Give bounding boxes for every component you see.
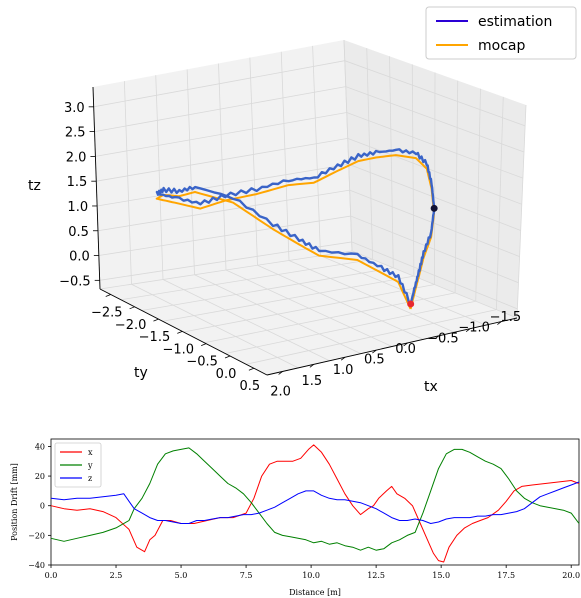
x-tick-mark — [497, 321, 502, 325]
y-tick-label: −20 — [28, 531, 45, 540]
z-tick-label: 1.0 — [67, 200, 88, 215]
x-tick-label: 0.5 — [364, 353, 385, 368]
x-tick-label: −0.5 — [427, 331, 459, 346]
x-axis-line — [266, 317, 518, 376]
drift-series — [50, 444, 580, 563]
y-tick-label: −40 — [28, 561, 45, 570]
y-tick-label: 40 — [35, 442, 45, 451]
y-axis-ticks: −40 −20 0 20 40 — [28, 442, 51, 570]
y-tick-mark — [129, 306, 135, 310]
y-axis-line — [99, 288, 268, 376]
z-tick-label: 2.0 — [66, 150, 87, 165]
legend-label-mocap: mocap — [478, 38, 525, 54]
y-tick-label: −2.5 — [91, 306, 123, 321]
z-axis-label: tz — [28, 178, 41, 194]
x-tick-label: −1.0 — [458, 321, 490, 336]
y-tick-label: 0 — [40, 502, 45, 511]
x-tick-mark — [465, 328, 471, 333]
series-line-z — [50, 481, 580, 524]
x-tick-label: 7.5 — [240, 571, 253, 580]
x-tick-label: 1.0 — [333, 363, 354, 378]
x-tick-mark — [278, 371, 283, 375]
plot-area — [50, 438, 580, 566]
x-tick-label: 15.0 — [432, 571, 450, 580]
y-tick-label: 0.5 — [240, 379, 261, 394]
x-tick-mark — [403, 342, 408, 347]
grid-line — [288, 260, 455, 333]
end-marker — [430, 204, 438, 212]
grid-line — [95, 112, 524, 179]
y-tick-label: −1.5 — [139, 330, 171, 345]
x-tick-mark — [372, 349, 377, 354]
x-tick-label: 5.0 — [175, 571, 188, 580]
floor-pane — [100, 251, 517, 375]
y-tick-label: −0.5 — [186, 355, 218, 370]
series-line-y — [50, 447, 580, 551]
grid-line — [434, 72, 436, 285]
grid-line — [96, 137, 522, 205]
legend-label-z: z — [88, 474, 92, 483]
y-tick-mark — [224, 355, 231, 359]
y-tick-mark — [153, 318, 159, 322]
position-drift-chart: 0.0 2.5 5.0 7.5 10.0 12.5 15.0 17.5 20.0 −40 −20 0… — [10, 438, 580, 597]
z-tick-label: 3.0 — [64, 101, 85, 116]
grid-line — [98, 215, 519, 284]
legend: x y z — [54, 442, 102, 488]
z-tick-label: 0.0 — [69, 250, 90, 265]
grid-line — [99, 241, 518, 310]
z-tick-label: 1.5 — [67, 175, 88, 190]
legend-label-estimation: estimation — [478, 14, 552, 30]
x-tick-mark — [434, 335, 440, 340]
x-axis-label: Distance [m] — [289, 588, 341, 597]
grid-line — [120, 258, 373, 301]
grid-line — [257, 264, 424, 340]
series-line-x — [50, 444, 580, 563]
x-axis-ticks: 0.0 2.5 5.0 7.5 10.0 12.5 15.0 17.5 20.0 — [45, 565, 580, 580]
z-tick-label: 0.5 — [68, 225, 89, 240]
x-tick-mark — [340, 356, 346, 361]
x-tick-label: 2.0 — [270, 384, 291, 399]
x-tick-label: 10.0 — [302, 571, 320, 580]
z-tick-label: 2.5 — [65, 126, 86, 141]
3d-trajectory-chart: 2.01.51.00.50.0−0.5−1.0−1.5−2.5−2.0−1.5−… — [28, 6, 577, 400]
x-tick-label: 12.5 — [367, 571, 385, 580]
axes-3d-tick-labels: 2.01.51.00.50.0−0.5−1.0−1.5−2.5−2.0−1.5−… — [59, 101, 521, 400]
legend-label-y: y — [87, 461, 93, 470]
y-axis-label: Position Drift [mm] — [10, 463, 19, 541]
y-tick-label: −1.0 — [163, 342, 195, 357]
x-tick-label: 0.0 — [395, 342, 416, 357]
x-tick-label: 17.5 — [497, 571, 515, 580]
legend: estimation mocap — [425, 6, 577, 60]
grid-line — [94, 86, 525, 153]
start-marker — [407, 300, 415, 308]
x-tick-label: 1.5 — [302, 374, 323, 389]
y-tick-mark — [177, 331, 183, 334]
z-tick-label: −0.5 — [59, 274, 91, 289]
legend-label-x: x — [88, 448, 93, 457]
y-tick-mark — [248, 367, 255, 371]
x-tick-label: 2.5 — [110, 571, 123, 580]
y-tick-mark — [201, 343, 207, 347]
x-tick-mark — [309, 363, 315, 368]
grid-line — [225, 269, 393, 347]
y-tick-label: −2.0 — [115, 318, 147, 333]
trajectory-series — [155, 148, 438, 310]
x-axis-label: tx — [424, 379, 438, 395]
grid-line — [162, 275, 414, 322]
y-tick-mark — [105, 294, 111, 297]
grid-line — [93, 60, 526, 127]
y-tick-label: 0.0 — [216, 367, 237, 382]
y-tick-label: 20 — [35, 472, 45, 481]
x-tick-label: −1.5 — [490, 310, 522, 325]
grid-line — [97, 189, 520, 257]
x-tick-label: 20.0 — [562, 571, 580, 580]
y-axis-label: ty — [134, 365, 148, 381]
x-tick-label: 0.0 — [45, 571, 58, 580]
grid-line — [141, 267, 394, 311]
